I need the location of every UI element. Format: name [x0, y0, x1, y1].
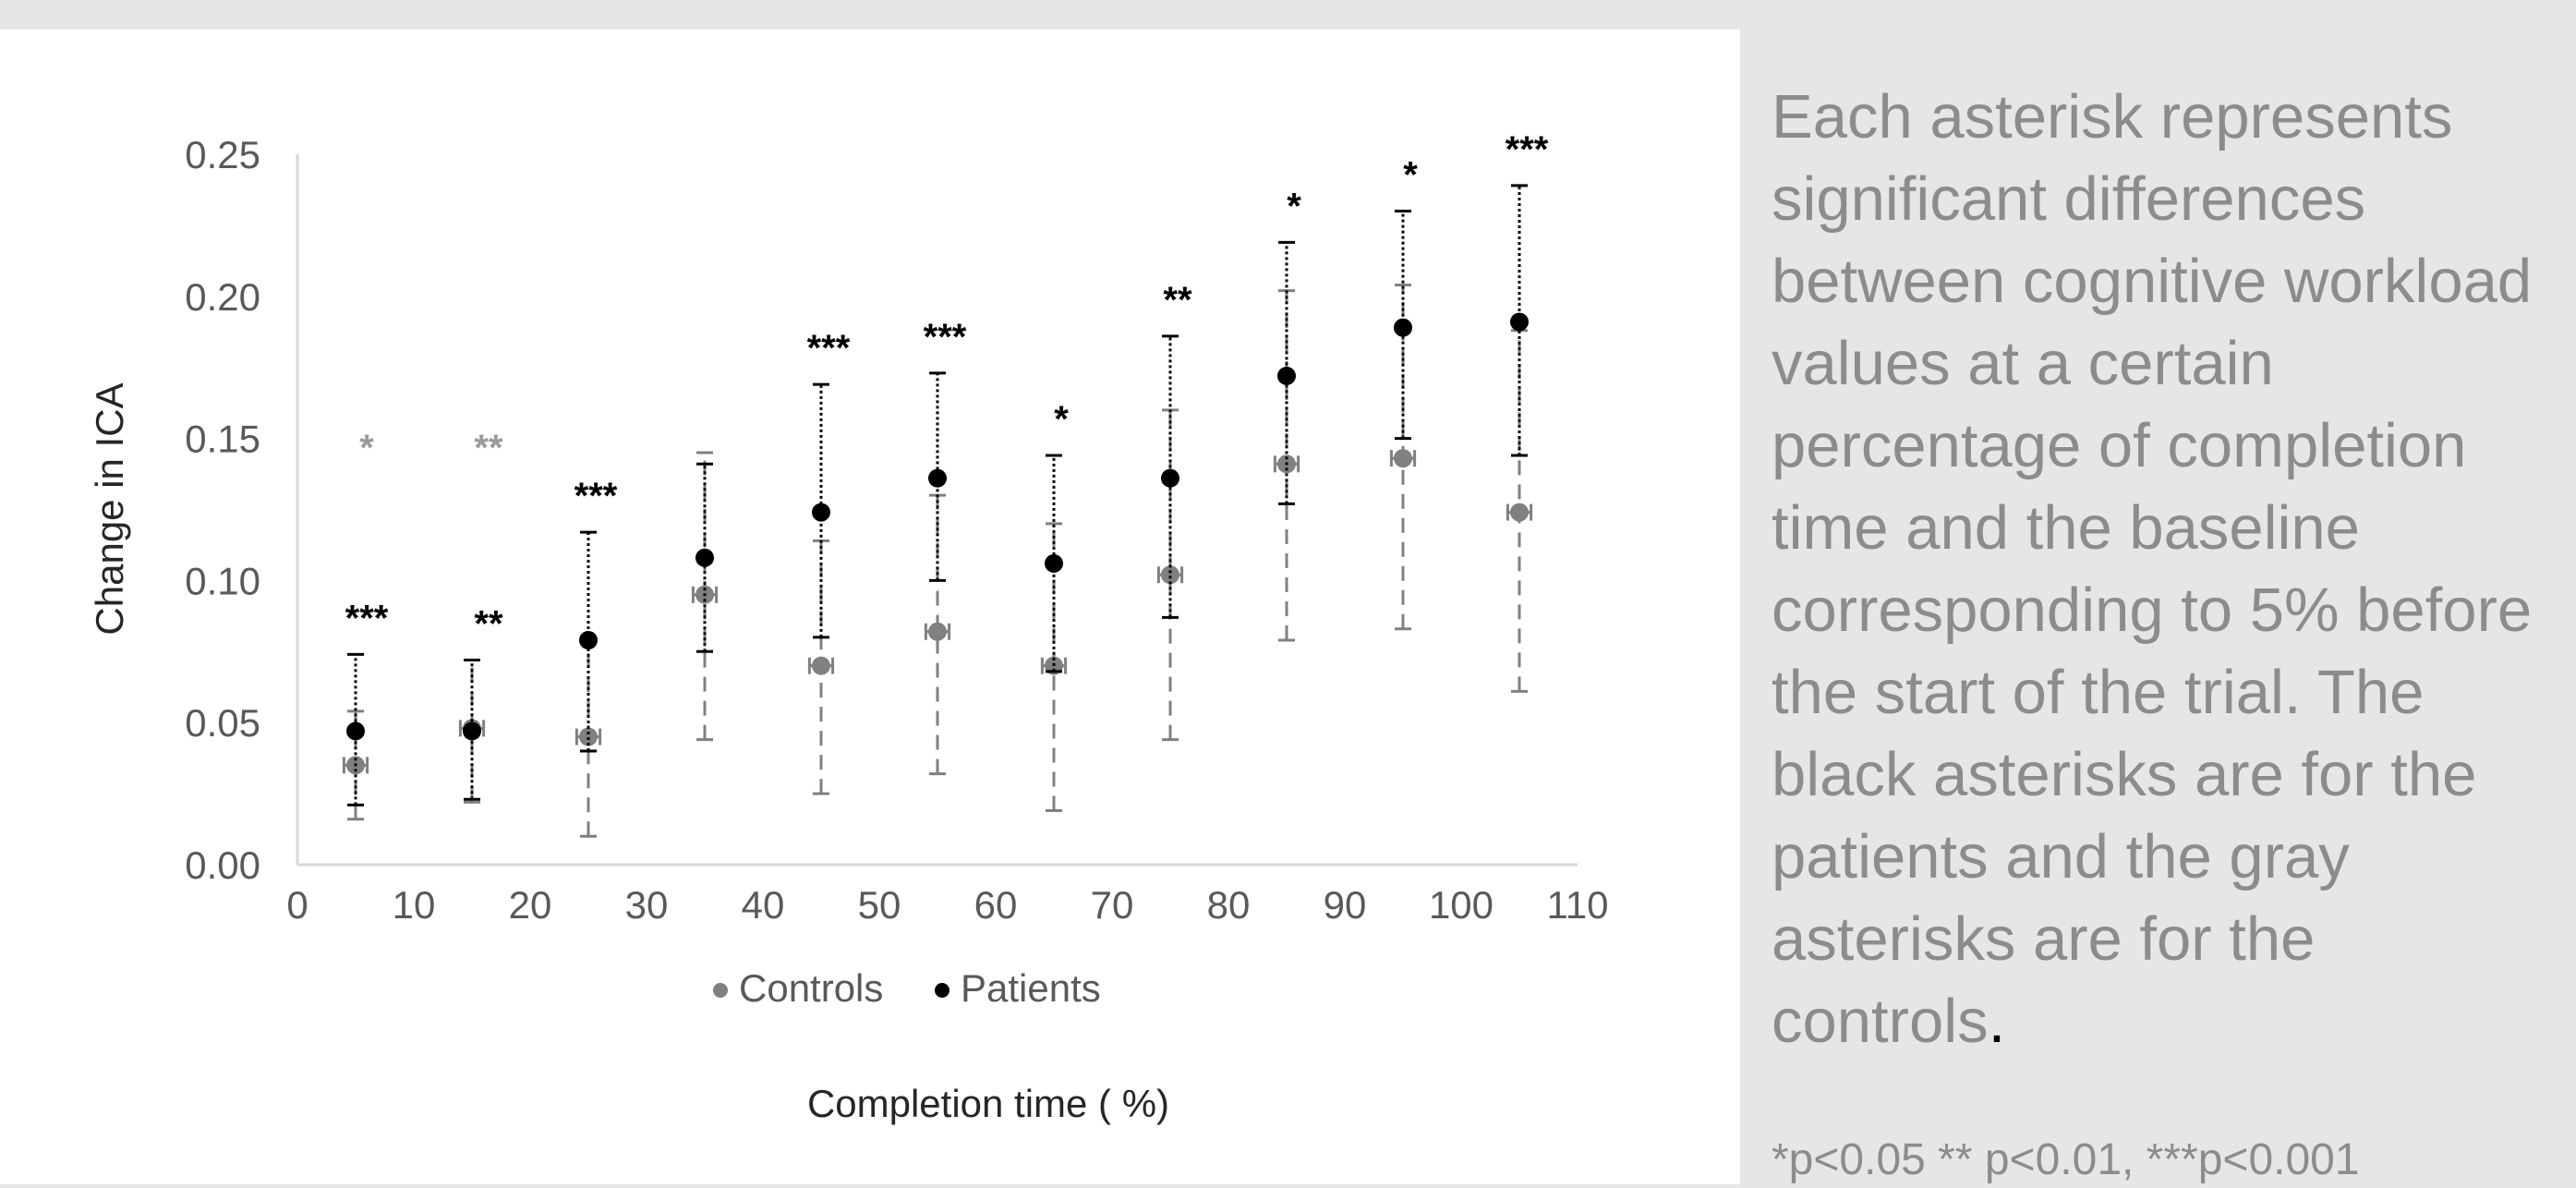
controls-point [812, 656, 830, 675]
x-tick-label: 20 [509, 883, 552, 927]
figure-caption: Each asterisk represents significant dif… [1772, 76, 2557, 1062]
legend-controls-marker [713, 983, 728, 998]
patients-point [346, 721, 365, 741]
caption-text: Each asterisk represents significant dif… [1772, 82, 2533, 1056]
patients-point [1394, 318, 1412, 337]
x-tick-label: 80 [1207, 883, 1251, 927]
patients-significance-label: * [1054, 399, 1069, 440]
y-axis-title: Change in ICA [88, 382, 131, 635]
patients-point [695, 548, 714, 567]
y-tick-label: 0.10 [185, 559, 260, 602]
patients-significance-label: *** [807, 328, 851, 369]
patients-point [812, 503, 830, 522]
legend: Controls Patients [713, 966, 1101, 1010]
x-tick-label: 60 [974, 883, 1018, 927]
y-tick-label: 0.25 [185, 133, 260, 176]
x-tick-label: 40 [742, 883, 785, 927]
significance-footnote: *p<0.05 ** p<0.01, ***p<0.001 [1772, 1135, 2360, 1184]
patients-significance-label: ** [474, 604, 503, 645]
caption-period: . [1988, 987, 2006, 1056]
y-tick-label: 0.05 [185, 701, 260, 745]
patients-point [1045, 553, 1063, 573]
patients-point [928, 468, 947, 488]
patients-significance-label: *** [345, 598, 389, 638]
controls-significance-label: ** [474, 428, 503, 468]
x-tick-label: 10 [393, 883, 436, 927]
patients-point [463, 721, 481, 741]
controls-point [1394, 449, 1412, 468]
chart-svg: 0.00 0.05 0.10 0.15 0.20 0.25 0 10 20 30 40 50 60 70 8… [88, 129, 1609, 1125]
patients-significance-label: * [1403, 155, 1418, 196]
legend-patients-label: Patients [961, 966, 1101, 1010]
controls-significance-label: * [359, 428, 374, 468]
patients-significance-label: * [1287, 186, 1301, 226]
controls-point [1161, 565, 1179, 585]
patients-point [1277, 366, 1296, 385]
legend-controls-label: Controls [739, 966, 883, 1010]
y-tick-label: 0.00 [185, 843, 260, 887]
x-axis-title: Completion time ( %) [807, 1082, 1169, 1125]
x-tick-label: 100 [1429, 883, 1494, 927]
patients-significance-label: *** [1506, 129, 1549, 170]
x-tick-label: 30 [625, 883, 669, 927]
patients-point [1510, 312, 1529, 332]
patients-point [579, 630, 598, 649]
controls-point [1510, 503, 1529, 522]
chart-panel: 0.00 0.05 0.10 0.15 0.20 0.25 0 10 20 30 40 50 60 70 8… [0, 30, 1740, 1184]
patients-point [1161, 468, 1179, 488]
x-tick-label: 90 [1324, 883, 1367, 927]
y-tick-label: 0.15 [185, 418, 260, 461]
patients-significance-label: *** [924, 317, 967, 358]
x-tick-label: 0 [286, 883, 308, 927]
controls-point [579, 727, 598, 746]
x-tick-label: 70 [1091, 883, 1134, 927]
x-tick-label: 50 [858, 883, 901, 927]
x-tick-label: 110 [1547, 883, 1609, 927]
patients-significance-label: *** [574, 476, 618, 516]
controls-point [928, 622, 947, 641]
patients-significance-label: ** [1163, 280, 1192, 321]
legend-patients-marker [935, 983, 949, 998]
y-tick-label: 0.20 [185, 275, 260, 319]
